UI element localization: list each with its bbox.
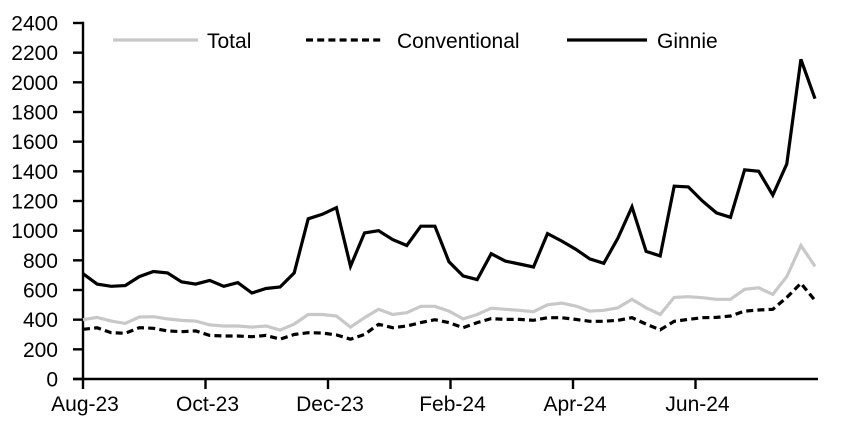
y-axis-tick-label: 0 — [46, 369, 58, 392]
series-line-total — [82, 242, 817, 332]
legend-label-total: Total — [207, 30, 251, 53]
y-axis-tick-label: 200 — [23, 339, 58, 362]
x-axis-tick-label: Oct-23 — [176, 393, 239, 416]
y-axis-tick-label: 2200 — [11, 42, 58, 65]
y-axis-tick-label: 2000 — [11, 72, 58, 95]
series-line-ginnie — [82, 58, 817, 295]
legend-label-conventional: Conventional — [397, 30, 520, 53]
y-axis-tick-label: 1000 — [11, 220, 58, 243]
x-axis-tick-label: Feb-24 — [419, 393, 486, 416]
x-axis-tick-label: Jun-24 — [665, 393, 730, 416]
y-axis-tick-label: 1200 — [11, 191, 58, 214]
y-axis-tick-label: 800 — [23, 250, 58, 273]
legend-label-ginnie: Ginnie — [657, 30, 718, 53]
x-axis-tick-label: Apr-24 — [543, 393, 606, 416]
x-axis-tick-label: Dec-23 — [296, 393, 364, 416]
y-axis-tick-label: 1400 — [11, 161, 58, 184]
y-axis-tick-label: 1600 — [11, 131, 58, 154]
y-axis-tick-label: 1800 — [11, 102, 58, 125]
series-line-conventional — [82, 280, 817, 341]
y-axis-tick-label: 2400 — [11, 13, 58, 36]
x-axis-tick-label: Aug-23 — [51, 393, 119, 416]
y-axis-tick-label: 600 — [23, 280, 58, 303]
y-axis-tick-label: 400 — [23, 309, 58, 332]
